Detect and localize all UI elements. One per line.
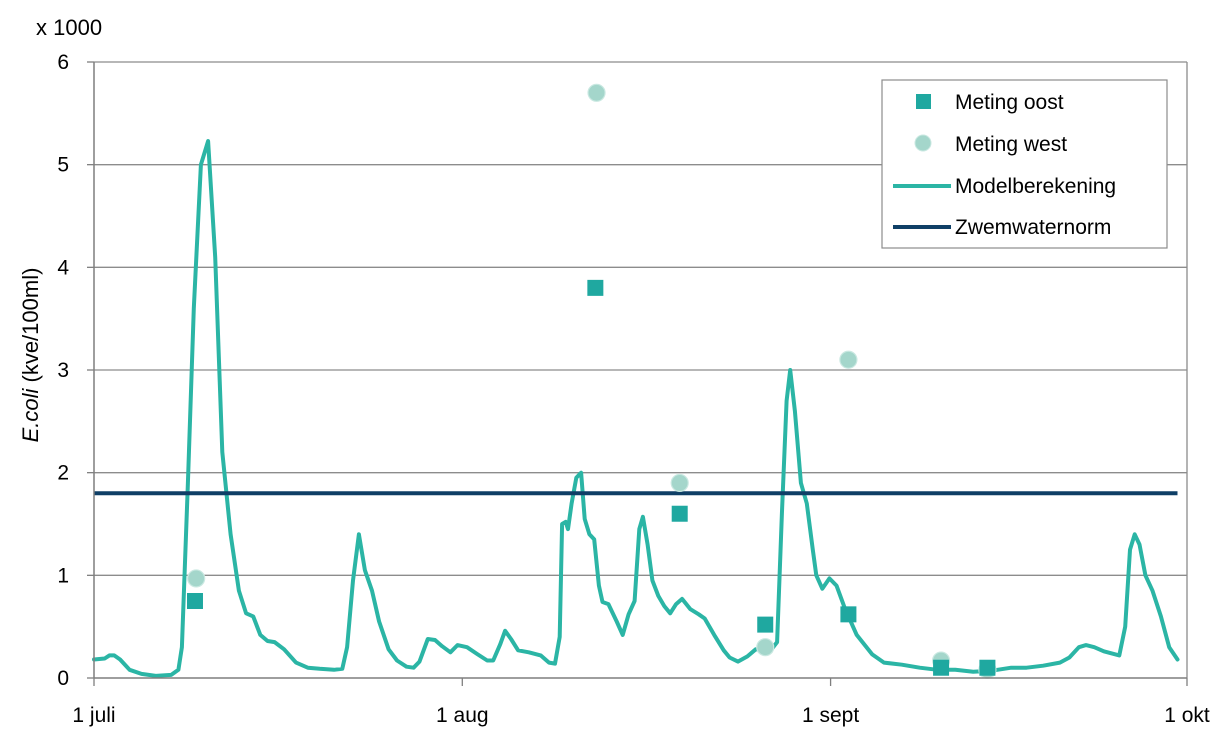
x-tick-label: 1 okt (1164, 704, 1210, 727)
meting-oost-point (933, 659, 950, 676)
y-tick-label: 6 (57, 51, 69, 74)
meting-oost-point (979, 659, 996, 676)
meting-west-point (670, 473, 689, 493)
x-tick-label: 1 sept (802, 704, 859, 727)
legend: Meting oost Meting west Modelberekening … (881, 79, 1168, 249)
axes (87, 61, 1188, 686)
legend-label-meting-oost: Meting oost (955, 91, 1064, 114)
legend-circle-marker (914, 134, 932, 152)
meting-oost-point (840, 606, 857, 623)
meting-oost-point (671, 505, 688, 522)
meting-west-point (587, 83, 606, 102)
meting-west-point (839, 350, 858, 369)
y-axis-label-unit: (kve/100ml) (18, 268, 43, 389)
x-tick-label: 1 aug (436, 704, 489, 727)
legend-entry-zwemwaternorm: Zwemwaternorm (893, 216, 1111, 239)
legend-square-marker (916, 94, 931, 109)
legend-label-modelberekening: Modelberekening (955, 175, 1116, 198)
x-tick-label: 1 juli (72, 704, 115, 727)
y-tick-label: 5 (57, 154, 69, 177)
legend-label-zwemwaternorm: Zwemwaternorm (955, 216, 1111, 239)
legend-entry-meting-west: Meting west (914, 133, 1067, 156)
y-axis-label: E.coli (kve/100ml) (18, 268, 43, 443)
gridlines (94, 61, 1188, 678)
y-tick-label: 0 (57, 667, 69, 690)
meting-west-points (187, 83, 997, 679)
legend-entry-modelberekening: Modelberekening (893, 175, 1116, 198)
x-tick-labels: 1 juli 1 aug 1 sept 1 okt (72, 704, 1210, 727)
y-tick-label: 4 (57, 256, 69, 279)
meting-oost-point (186, 593, 203, 609)
y-tick-label: 3 (57, 359, 69, 382)
y-multiplier-label: x 1000 (36, 15, 102, 40)
meting-west-point (187, 569, 206, 588)
y-axis-label-italic: E.coli (18, 388, 43, 443)
legend-label-meting-west: Meting west (955, 133, 1067, 156)
meting-oost-point (757, 616, 774, 633)
y-tick-label: 1 (57, 564, 69, 587)
legend-entry-meting-oost: Meting oost (916, 91, 1064, 114)
y-tick-labels: 0 1 2 3 4 5 6 (57, 51, 69, 690)
y-tick-label: 2 (57, 462, 69, 485)
model-line (92, 139, 1180, 678)
meting-west-point (756, 638, 775, 657)
meting-oost-point (587, 279, 604, 296)
model-line-layer (92, 139, 1180, 678)
meting-oost-points (186, 279, 996, 676)
